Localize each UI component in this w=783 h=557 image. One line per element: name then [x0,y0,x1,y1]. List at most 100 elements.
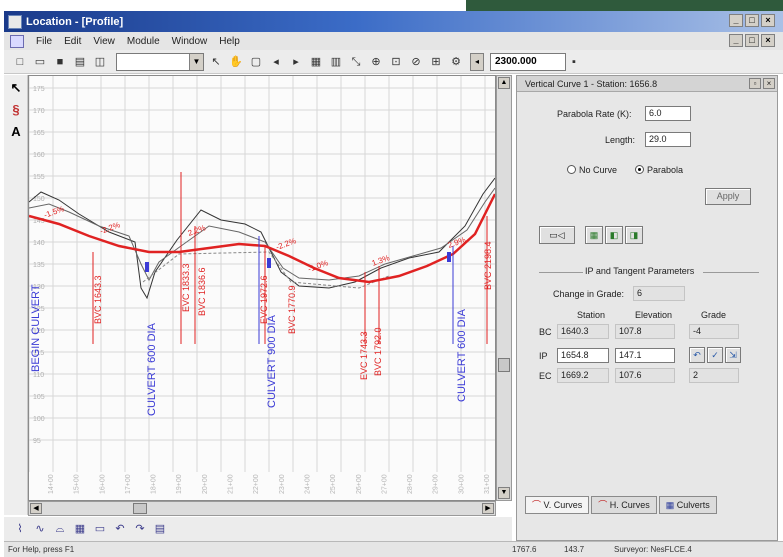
zoom-in-icon[interactable]: ⊕ [371,55,381,68]
ip-station-input[interactable]: 1654.8 [557,348,609,363]
chevron-down-icon[interactable]: ▼ [189,53,203,70]
export-icon[interactable]: ◧ [605,226,623,244]
menu-view[interactable]: View [93,35,115,47]
status-bar: For Help, press F1 1767.6 143.7 Surveyor… [4,541,783,557]
profile-graph[interactable]: 175 170 165 160 155 150 145 140 135 130 125 120 115 1… [28,75,496,501]
menu-window[interactable]: Window [171,35,208,47]
x-tick-label: 17+00 [125,474,132,494]
menu-module[interactable]: Module [126,35,160,47]
print-curve-icon[interactable]: ◨ [625,226,643,244]
tab-v-curves[interactable]: ⌒ V. Curves [525,496,590,514]
panel-pin-icon[interactable]: ▫ [749,78,761,89]
minimize-button[interactable]: _ [729,14,743,27]
x-tick-label: 28+00 [407,474,414,494]
zoom-window-icon[interactable]: ⊡ [391,55,401,68]
undo-icon[interactable]: ↶ [115,523,125,535]
hand-icon[interactable]: ✋ [229,55,243,68]
status-help-text: For Help, press F1 [8,545,75,554]
v-curves-icon: ⌒ [532,500,544,510]
menu-file[interactable]: File [36,35,53,47]
x-tick-label: 31+00 [484,474,491,494]
save-icon[interactable]: ■ [56,55,64,68]
parabola-rate-input[interactable]: 6.0 [645,106,691,121]
profile-chart[interactable]: 175 170 165 160 155 150 145 140 135 130 125 120 115 1… [29,76,495,500]
pan-left-icon[interactable]: ◂ [273,55,279,68]
horizontal-scroll-thumb[interactable] [133,503,147,514]
draw-curve-icon[interactable]: § [12,102,20,117]
ip-move-icon[interactable]: ⇲ [725,347,741,363]
properties-icon[interactable]: ▤ [154,523,166,535]
col-elevation-header: Elevation [635,310,673,320]
doc-close-button[interactable]: × [761,34,775,47]
zoom-previous-icon[interactable]: ⊘ [411,55,421,68]
redo-icon[interactable]: ↷ [135,523,145,535]
doc-minimize-button[interactable]: _ [729,34,743,47]
culvert-icon[interactable]: ⌓ [55,523,65,535]
print-preview-icon[interactable]: ◫ [94,55,106,68]
layout-icon[interactable]: ▥ [330,55,342,68]
grid-icon[interactable]: ▦ [310,55,322,68]
vertical-scroll-thumb[interactable] [498,358,510,372]
table-icon[interactable]: ▦ [74,523,86,535]
menu-edit[interactable]: Edit [64,35,82,47]
zoom-all-icon[interactable]: ⊞ [431,55,441,68]
document-icon[interactable] [10,34,24,48]
tab-culverts[interactable]: ▦ Culverts [658,496,717,514]
horizontal-scrollbar[interactable]: ◀ ▶ [28,501,496,516]
length-input[interactable]: 29.0 [645,132,691,147]
ip-elevation-input[interactable]: 147.1 [615,348,675,363]
apply-button[interactable]: Apply [705,188,751,205]
lock-icon[interactable]: ▪ [572,55,576,68]
y-tick-label: 170 [33,108,45,115]
scroll-down-button[interactable]: ▼ [498,487,510,499]
design-profile-line [29,193,495,284]
new-file-icon[interactable]: □ [16,55,24,68]
tab-h-curves[interactable]: ⌒ H. Curves [591,496,657,514]
select-arrow-icon[interactable]: ↖ [10,80,22,95]
pan-right-icon[interactable]: ▸ [293,55,299,68]
vertical-scrollbar[interactable]: ▲ ▼ [496,75,512,501]
bottom-toolstrip: ⌇ ∿ ⌓ ▦ ▭ ↶ ↷ ▤ [4,517,512,541]
scroll-left-button[interactable]: ◀ [30,503,42,514]
station-decrement-button[interactable]: ◂ [470,52,484,71]
select-icon[interactable]: ▢ [250,55,262,68]
close-button[interactable]: × [761,14,775,27]
station-label: BVC 1770.9 [287,285,297,334]
culvert-symbol [267,258,271,268]
monitor-icon[interactable]: ▭ [94,523,106,535]
menu-help[interactable]: Help [219,35,240,47]
zoom-extents-icon[interactable]: ⤡ [351,55,361,68]
station-input[interactable]: 2300.000 [490,52,566,71]
y-tick-label: 165 [33,130,45,137]
y-tick-label: 150 [33,196,45,203]
curve-edit-icon[interactable]: ∿ [35,523,45,535]
panel-close-button[interactable]: × [763,78,775,89]
x-tick-label: 22+00 [253,474,260,494]
y-tick-label: 145 [33,218,45,225]
print-icon[interactable]: ▤ [74,55,86,68]
curve-type-button[interactable]: ▭◁ [539,226,575,244]
grade-label: -2.2% [275,236,298,252]
pointer-icon[interactable]: ↖ [211,55,221,68]
parabola-radio-label: Parabola [647,165,684,175]
status-elevation: 143.7 [564,545,585,554]
grid-view-icon[interactable]: ▦ [585,226,603,244]
ip-undo-icon[interactable]: ↶ [689,347,705,363]
doc-restore-button[interactable]: □ [745,34,759,47]
y-tick-label: 100 [33,416,45,423]
scroll-up-button[interactable]: ▲ [498,77,510,89]
ground-line-secondary [29,187,495,282]
culvert-label: CULVERT 600 DIA [146,322,158,416]
settings-icon[interactable]: ⚙ [451,55,461,68]
maximize-button[interactable]: □ [745,14,759,27]
text-tool-icon[interactable]: A [11,124,21,139]
no-curve-radio[interactable]: No Curve [567,165,617,175]
ip-accept-icon[interactable]: ✓ [707,347,723,363]
layer-dropdown[interactable]: ▼ [116,52,204,71]
y-tick-label: 95 [33,438,41,445]
scroll-right-button[interactable]: ▶ [482,503,494,514]
window-titlebar[interactable]: Location - [Profile] _ □ × [4,11,783,32]
open-folder-icon[interactable]: ▭ [34,55,46,68]
parabola-radio[interactable]: Parabola [635,165,683,175]
profile-tool-icon[interactable]: ⌇ [17,523,23,535]
